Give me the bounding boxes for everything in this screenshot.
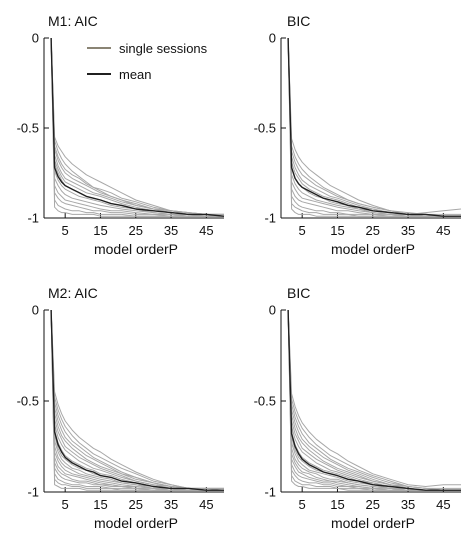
m2-bic-title: BIC — [287, 285, 310, 301]
m1-aic-y-tick-label: -0.5 — [17, 121, 39, 136]
m1-aic-title: M1: AIC — [48, 13, 98, 29]
m2-aic-y-tick-label: -0.5 — [17, 394, 39, 409]
legend-label-single-sessions: single sessions — [119, 41, 208, 56]
m1-aic-x-tick-label: 5 — [62, 223, 69, 238]
m2-aic-x-axis-label: model orderP — [94, 515, 178, 531]
m1-aic-series-single-session — [50, 37, 225, 217]
m1-bic-title: BIC — [287, 13, 310, 29]
m1-aic-x-tick-label: 15 — [93, 223, 107, 238]
m1-bic-series-single-session — [287, 37, 461, 217]
m1-aic-x-axis-label: model orderP — [94, 241, 178, 257]
m2-bic-series-single-session — [287, 309, 461, 491]
m1-aic-y-tick-label: 0 — [32, 31, 39, 46]
m1-aic-series-single-session — [50, 37, 224, 217]
m2-bic-series-single-session — [287, 309, 461, 491]
legend-label-mean: mean — [119, 67, 152, 82]
m2-bic-x-tick-label: 45 — [436, 497, 450, 512]
m2-bic-series-single-session — [287, 309, 461, 491]
m1-aic-x-tick-label: 35 — [164, 223, 178, 238]
m2-bic-x-axis-label: model orderP — [331, 515, 415, 531]
m2-bic-series-single-session — [287, 309, 461, 491]
m2-bic-series-single-session — [287, 309, 461, 491]
m2-bic-x-tick-label: 35 — [401, 497, 415, 512]
m2-bic-x-tick-label: 15 — [330, 497, 344, 512]
m1-bic-x-tick-label: 35 — [401, 223, 415, 238]
m2-aic-panel: 0 -0.5 -1 5 15 25 35 45 model orderP M2: AIC — [17, 285, 225, 531]
m2-bic-series-single-session — [287, 309, 461, 491]
m2-aic-x-tick-label: 5 — [62, 497, 69, 512]
m2-bic-y-tick-label: -1 — [264, 485, 276, 500]
m1-bic-series-single-session — [287, 37, 461, 217]
m2-aic-series-single-session — [50, 309, 224, 489]
m2-aic-title: M2: AIC — [48, 285, 98, 301]
m2-bic-x-tick-label: 25 — [366, 497, 380, 512]
m1-bic-series-single-session — [287, 37, 461, 217]
m2-bic-series-single-session — [287, 309, 461, 491]
m1-bic-series-single-session — [287, 37, 461, 217]
m2-aic-series-single-session — [50, 309, 224, 491]
m1-aic-series-single-session — [50, 37, 224, 217]
m2-aic-series-single-session — [50, 309, 224, 489]
m2-bic-y-tick-label: 0 — [269, 303, 276, 318]
m2-bic-series-single-session — [287, 309, 461, 491]
m1-bic-x-tick-label: 15 — [330, 223, 344, 238]
m2-aic-x-tick-label: 45 — [199, 497, 213, 512]
m2-aic-series-single-session — [50, 309, 224, 491]
m1-bic-series-single-session — [287, 37, 461, 217]
m1-bic-x-tick-label: 25 — [366, 223, 380, 238]
m2-bic-series-single-session — [287, 309, 461, 491]
m2-aic-x-tick-label: 35 — [164, 497, 178, 512]
m1-bic-y-tick-label: -0.5 — [254, 121, 276, 136]
m1-bic-series-single-session — [287, 37, 461, 217]
m2-aic-y-tick-label: -1 — [27, 485, 39, 500]
m2-aic-series-single-session — [50, 309, 224, 491]
m1-aic-x-tick-label: 25 — [129, 223, 143, 238]
m1-aic-series-single-session — [50, 37, 224, 217]
m2-bic-series-single-session — [287, 309, 461, 491]
m2-bic-series-single-session — [287, 309, 461, 491]
m1-aic-series-single-session — [50, 37, 225, 217]
m2-bic-series-single-session — [287, 309, 461, 491]
m2-bic-series-mean — [287, 309, 461, 491]
m2-aic-y-tick-label: 0 — [32, 303, 39, 318]
m1-bic-series-single-session — [287, 37, 461, 217]
m1-bic-x-tick-label: 45 — [436, 223, 450, 238]
m2-bic-series-single-session — [287, 309, 461, 487]
m1-aic-series-mean — [50, 37, 225, 217]
m1-bic-series-single-session — [287, 37, 461, 217]
m2-bic-series-single-session — [287, 309, 461, 491]
m2-aic-x-tick-label: 25 — [129, 497, 143, 512]
m1-bic-x-axis-label: model orderP — [331, 241, 415, 257]
m2-aic-series-single-session — [50, 309, 224, 489]
m2-bic-series-single-session — [287, 309, 461, 491]
m2-bic-panel: 0 -0.5 -1 5 15 25 35 45 model orderP BIC — [254, 285, 461, 531]
m1-aic-series-single-session — [50, 37, 224, 217]
m1-aic-panel: 0 -0.5 -1 5 15 25 35 45 model orderP M1: AIC singl… — [17, 13, 225, 257]
m1-bic-y-tick-label: 0 — [269, 31, 276, 46]
m1-aic-x-tick-label: 45 — [199, 223, 213, 238]
m1-bic-series-single-session — [287, 37, 461, 217]
m2-aic-x-tick-label: 15 — [93, 497, 107, 512]
m2-aic-series-mean — [50, 309, 224, 491]
m1-bic-series-mean — [287, 37, 461, 217]
m1-bic-series-single-session — [287, 37, 461, 217]
m2-bic-y-tick-label: -0.5 — [254, 394, 276, 409]
m1-bic-x-tick-label: 5 — [299, 223, 306, 238]
m1-bic-panel: 0 -0.5 -1 5 15 25 35 45 model orderP BIC — [254, 13, 462, 257]
m2-bic-x-tick-label: 5 — [299, 497, 306, 512]
m1-aic-series-single-session — [50, 37, 224, 217]
m1-aic-y-tick-label: -1 — [27, 211, 39, 226]
m2-bic-series-single-session — [287, 309, 461, 491]
m1-aic-series-single-session — [50, 37, 224, 217]
m1-bic-y-tick-label: -1 — [264, 211, 276, 226]
m1-aic-series-single-session — [50, 37, 224, 217]
